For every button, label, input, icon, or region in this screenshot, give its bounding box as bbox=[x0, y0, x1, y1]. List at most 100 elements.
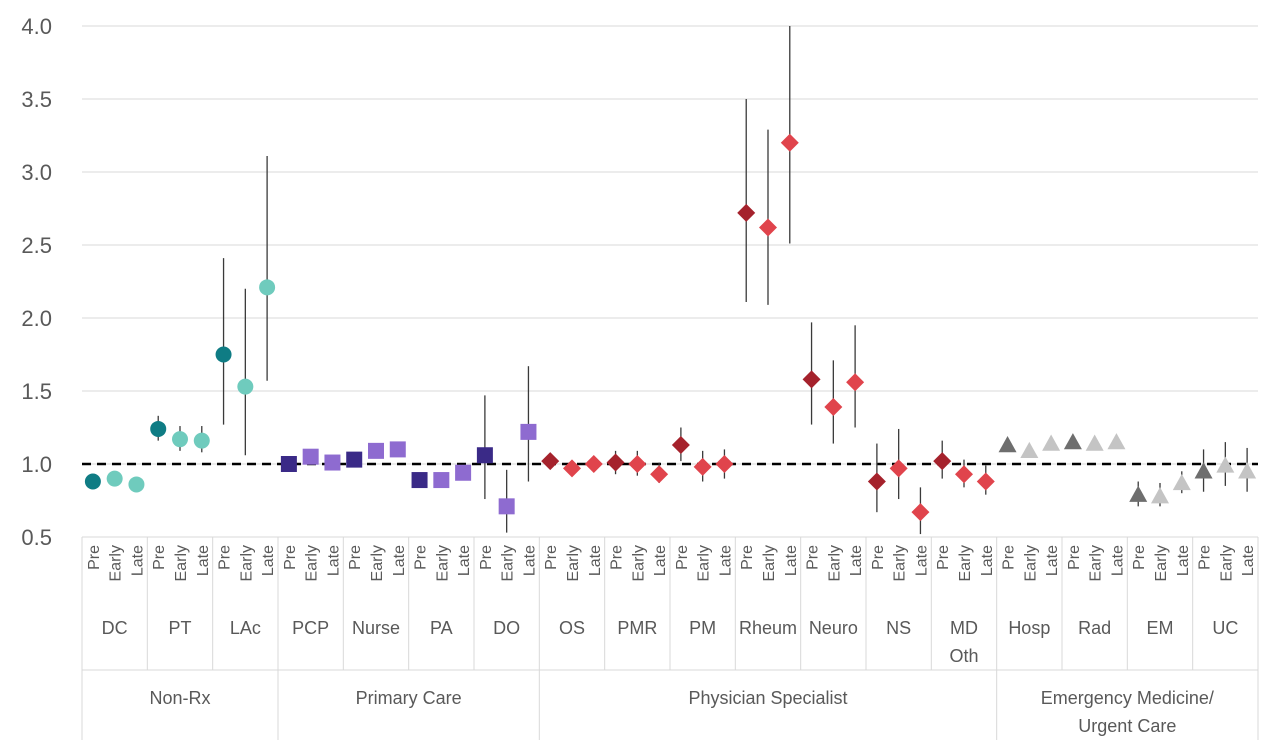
phase-tick-label: Late bbox=[587, 545, 604, 576]
data-point bbox=[671, 436, 690, 455]
category-label: Nurse bbox=[352, 618, 400, 638]
data-point bbox=[1042, 434, 1061, 451]
data-point bbox=[498, 498, 515, 515]
data-point bbox=[1216, 456, 1235, 473]
phase-tick-label: Pre bbox=[478, 545, 495, 570]
data-point bbox=[737, 203, 756, 222]
data-point bbox=[1107, 433, 1126, 450]
phase-tick-label: Early bbox=[892, 545, 909, 581]
data-point bbox=[324, 454, 341, 471]
phase-tick-label: Late bbox=[391, 545, 408, 576]
data-point bbox=[1020, 441, 1039, 459]
data-point bbox=[237, 378, 254, 395]
gridlines bbox=[82, 25, 1258, 538]
phase-tick-label: Early bbox=[1088, 545, 1105, 581]
phase-tick-label: Late bbox=[652, 545, 669, 576]
phase-tick-label: Pre bbox=[151, 545, 168, 570]
phase-tick-label: Pre bbox=[1131, 545, 1148, 570]
data-point bbox=[215, 346, 232, 363]
data-point bbox=[368, 442, 384, 459]
data-point bbox=[389, 441, 406, 458]
category-label: Hosp bbox=[1008, 618, 1050, 638]
category-label: EM bbox=[1147, 618, 1174, 638]
phase-tick-label: Early bbox=[1022, 545, 1039, 581]
y-axis: 0.5 1.0 1.5 2.0 2.5 3.0 3.5 4.0 bbox=[21, 14, 52, 550]
error-bars bbox=[157, 26, 1248, 535]
category-label: UC bbox=[1212, 618, 1238, 638]
phase-tick-label: Late bbox=[717, 545, 734, 576]
group-label: Primary Care bbox=[356, 688, 462, 708]
phase-tick-label: Pre bbox=[217, 545, 234, 570]
data-point bbox=[976, 472, 995, 491]
phase-tick-label: Pre bbox=[674, 545, 691, 570]
data-point bbox=[955, 465, 973, 484]
category-label: PM bbox=[689, 618, 716, 638]
phase-tick-label: Late bbox=[521, 545, 538, 576]
phase-tick-label: Late bbox=[979, 545, 996, 576]
data-point bbox=[455, 464, 472, 481]
category-label: PT bbox=[168, 618, 191, 638]
data-point bbox=[476, 447, 493, 464]
phase-tick-label: Early bbox=[957, 545, 974, 581]
data-point bbox=[433, 472, 450, 489]
phase-tick-label: Early bbox=[1153, 545, 1170, 581]
phase-tick-label: Early bbox=[500, 545, 517, 581]
data-point bbox=[846, 373, 865, 392]
phase-tick-label: Late bbox=[848, 545, 865, 576]
data-point bbox=[520, 423, 537, 440]
data-point bbox=[824, 398, 843, 417]
data-point bbox=[259, 279, 276, 296]
phase-tick-label: Early bbox=[304, 545, 321, 581]
data-point bbox=[302, 448, 319, 465]
data-point bbox=[1238, 462, 1257, 479]
phase-tick-label: Early bbox=[826, 545, 843, 581]
phase-tick-label: Pre bbox=[1066, 545, 1083, 570]
phase-tick-label: Early bbox=[238, 545, 255, 581]
phase-tick-label: Pre bbox=[609, 545, 626, 570]
phase-tick-label: Late bbox=[456, 545, 473, 576]
phase-tick-label: Early bbox=[565, 545, 582, 581]
data-point bbox=[150, 420, 167, 437]
data-point bbox=[106, 470, 123, 487]
data-points bbox=[84, 133, 1257, 522]
category-label: DO bbox=[493, 618, 520, 638]
data-point bbox=[867, 472, 886, 491]
data-point bbox=[1085, 434, 1104, 451]
data-point bbox=[172, 431, 188, 448]
y-tick-label: 3.5 bbox=[21, 87, 52, 112]
phase-tick-label: Early bbox=[173, 545, 190, 581]
phase-tick-label: Late bbox=[129, 545, 146, 576]
data-point bbox=[1063, 433, 1082, 450]
phase-tick-label: Pre bbox=[1001, 545, 1018, 570]
phase-tick-label: Late bbox=[195, 545, 212, 576]
phase-tick-label: Pre bbox=[870, 545, 887, 570]
y-tick-label: 1.5 bbox=[21, 379, 52, 404]
phase-tick-label: Late bbox=[1044, 545, 1061, 576]
data-point bbox=[1172, 473, 1191, 491]
phase-tick-label: Pre bbox=[347, 545, 364, 570]
data-point bbox=[759, 218, 777, 237]
phase-tick-label: Late bbox=[783, 545, 800, 576]
data-point bbox=[998, 436, 1017, 453]
phase-tick-label: Pre bbox=[739, 545, 756, 570]
category-label: Oth bbox=[949, 646, 978, 666]
phase-tick-label: Pre bbox=[1197, 545, 1214, 570]
phase-tick-label: Early bbox=[761, 545, 778, 581]
data-point bbox=[346, 451, 363, 468]
phase-tick-label: Late bbox=[325, 545, 342, 576]
data-point bbox=[606, 453, 625, 472]
data-point bbox=[693, 457, 712, 476]
category-label: MD bbox=[950, 618, 978, 638]
y-tick-label: 3.0 bbox=[21, 160, 52, 185]
data-point bbox=[584, 455, 603, 473]
data-point bbox=[780, 133, 799, 152]
phase-tick-label: Early bbox=[369, 545, 386, 581]
y-tick-label: 4.0 bbox=[21, 14, 52, 39]
data-point bbox=[1151, 487, 1169, 504]
y-tick-label: 2.0 bbox=[21, 306, 52, 331]
phase-tick-label: Early bbox=[1218, 545, 1235, 581]
data-point bbox=[889, 459, 908, 478]
phase-tick-label: Late bbox=[1109, 545, 1126, 576]
